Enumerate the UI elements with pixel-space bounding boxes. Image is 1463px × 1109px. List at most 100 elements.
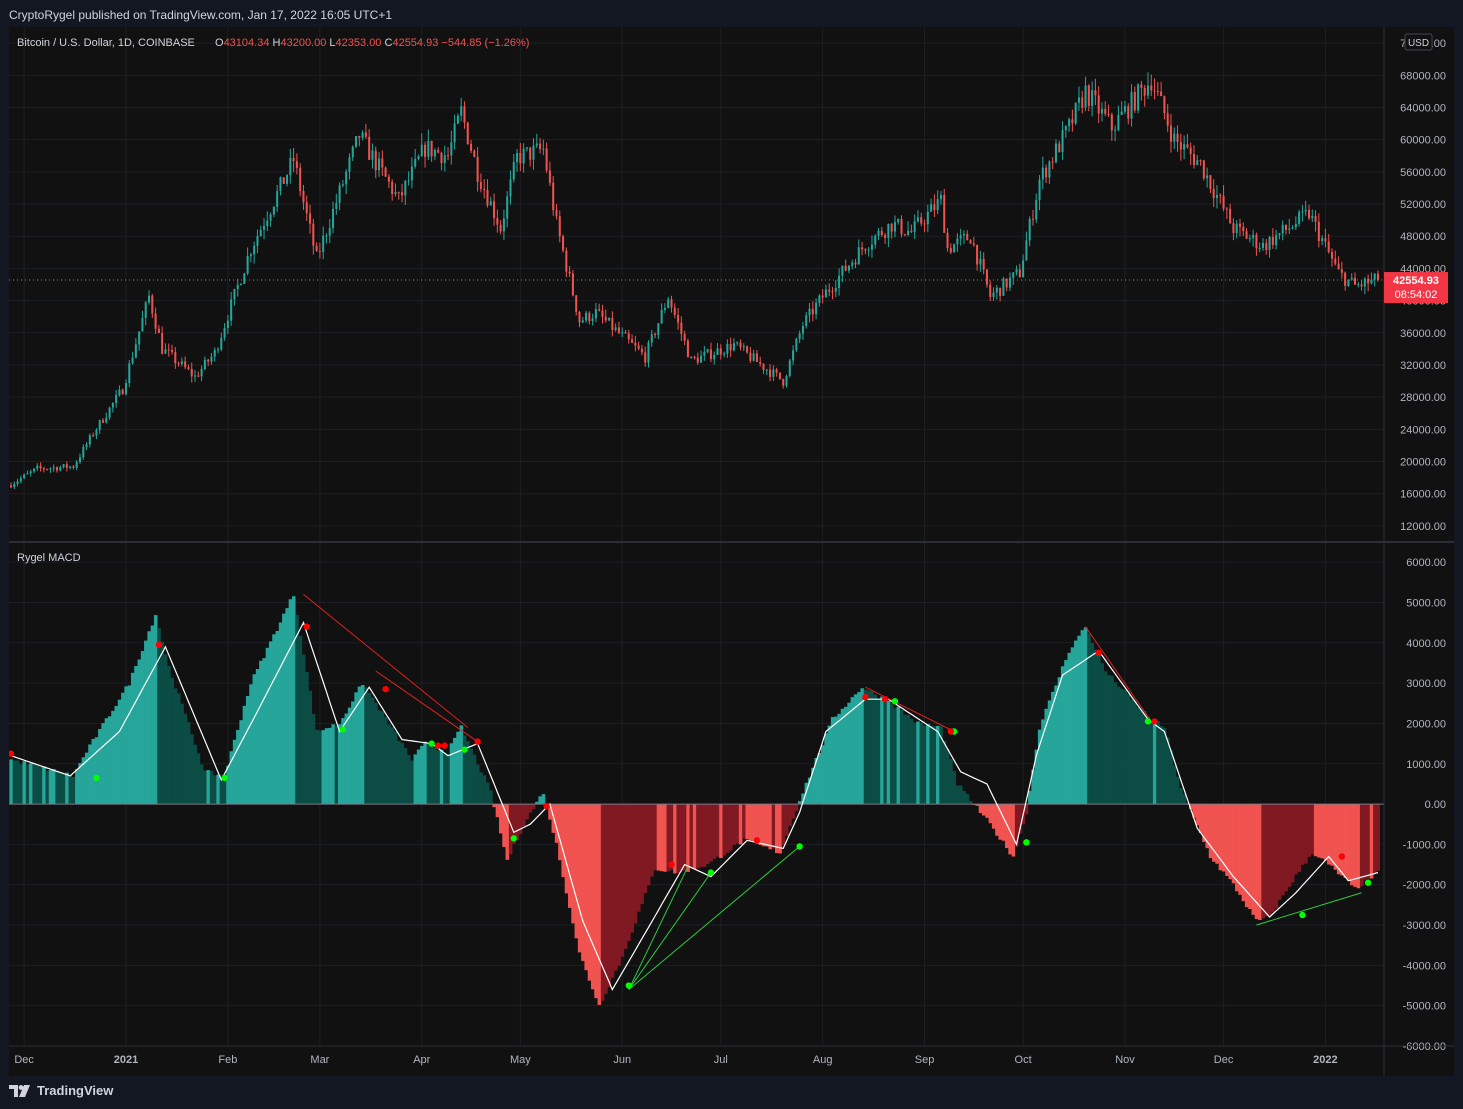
histogram-bar (196, 753, 201, 805)
candle-body (427, 140, 430, 157)
histogram-bar (1346, 804, 1351, 881)
candle-body (1041, 167, 1044, 180)
candle-body (1265, 242, 1268, 250)
candle-body (696, 357, 699, 363)
histogram-bar (771, 804, 776, 849)
histogram-bar (597, 804, 602, 1005)
histogram-bar (1192, 804, 1196, 818)
candle-body (1353, 277, 1357, 285)
macd-pane[interactable] (7, 594, 1384, 1005)
histogram-bar (1057, 677, 1062, 805)
candle-body (1376, 273, 1380, 281)
histogram-bar (640, 804, 644, 904)
candle-body (463, 106, 466, 123)
histogram-bar (706, 804, 710, 865)
candle-body (489, 201, 492, 206)
histogram-bar (1294, 804, 1298, 875)
time-tick-label: Nov (1115, 1054, 1135, 1066)
histogram-bar (48, 769, 53, 805)
histogram-bar (791, 804, 796, 819)
candle-body (1074, 102, 1077, 124)
symbol-label[interactable]: Bitcoin / U.S. Dollar, 1D, COINBASE (17, 37, 195, 49)
tradingview-logo-icon (9, 1084, 30, 1097)
candle-body (949, 248, 952, 253)
price-pane[interactable] (9, 72, 1384, 489)
histogram-bar (936, 725, 940, 805)
candle-body (910, 230, 913, 232)
chart-panel[interactable]: 72000.0068000.0064000.0060000.0056000.00… (7, 27, 1454, 1076)
histogram-bar (807, 777, 812, 805)
bullish-cross-marker (339, 726, 347, 733)
price-tick-label: 48000.00 (1400, 231, 1446, 243)
chart-svg[interactable]: 72000.0068000.0064000.0060000.0056000.00… (7, 27, 1454, 1076)
candle-body (1163, 96, 1166, 114)
candle-body (1202, 160, 1205, 179)
histogram-bar (1156, 721, 1160, 805)
histogram-bar (630, 804, 635, 933)
candle-body (621, 332, 624, 334)
histogram-bar (758, 804, 763, 846)
histogram-bar (364, 687, 368, 805)
bullish-cross-marker (1299, 911, 1306, 919)
histogram-bar (1054, 685, 1058, 805)
candle-body (989, 284, 992, 297)
candle-body (1268, 236, 1271, 250)
candle-body (92, 435, 95, 437)
histogram-bar (19, 764, 23, 805)
candle-body (1370, 279, 1373, 284)
candle-body (266, 220, 269, 226)
histogram-bar (867, 690, 871, 805)
histogram-bar (587, 804, 592, 981)
candle-body (732, 343, 735, 351)
histogram-bar (127, 685, 132, 805)
price-tick-label: 52000.00 (1400, 199, 1446, 211)
candle-body (548, 170, 551, 183)
time-tick-label: May (510, 1054, 531, 1066)
candle-body (897, 218, 900, 223)
histogram-bar (784, 804, 789, 836)
histogram-bar (985, 804, 989, 818)
histogram-bar (679, 804, 684, 871)
histogram-bar (206, 770, 211, 805)
histogram-bar (489, 790, 493, 805)
candle-body (134, 344, 137, 358)
histogram-bar (959, 785, 963, 805)
histogram-bar (939, 726, 943, 805)
footer-brand[interactable]: TradingView (9, 1083, 113, 1098)
candle-body (670, 299, 673, 308)
bullish-divergence-line (628, 846, 800, 990)
histogram-bar (1123, 689, 1127, 805)
histogram-bar (1126, 693, 1131, 805)
histogram-bar (236, 729, 240, 805)
histogram-bar (627, 804, 631, 942)
candle-body (604, 316, 607, 321)
histogram-bar (817, 753, 822, 805)
candle-body (1294, 224, 1297, 228)
candle-body (1242, 226, 1245, 232)
histogram-bar (1323, 804, 1328, 861)
candle-body (1117, 114, 1120, 130)
high-value: 43200.00 (280, 37, 326, 49)
candle-body (752, 353, 755, 361)
histogram-bar (222, 776, 227, 805)
candle-body (1012, 272, 1015, 278)
publish-info: CryptoRygel published on TradingView.com… (9, 8, 393, 22)
histogram-bar (788, 804, 792, 827)
candle-body (69, 466, 72, 468)
currency-label[interactable]: USD (1408, 38, 1429, 49)
histogram-bar (975, 804, 980, 806)
candle-body (778, 372, 781, 380)
candle-body (594, 309, 597, 319)
candle-body (368, 136, 371, 160)
candle-body (1284, 224, 1288, 230)
candle-body (588, 312, 591, 322)
histogram-bar (840, 708, 845, 805)
histogram-bar (1241, 804, 1246, 902)
histogram-bar (673, 804, 677, 874)
candle-body (328, 228, 331, 236)
bearish-cross-marker (474, 738, 481, 745)
histogram-bar (1313, 804, 1318, 857)
indicator-title[interactable]: Rygel MACD (17, 552, 81, 564)
currency-badge[interactable] (1404, 33, 1433, 51)
histogram-bar (423, 741, 427, 805)
